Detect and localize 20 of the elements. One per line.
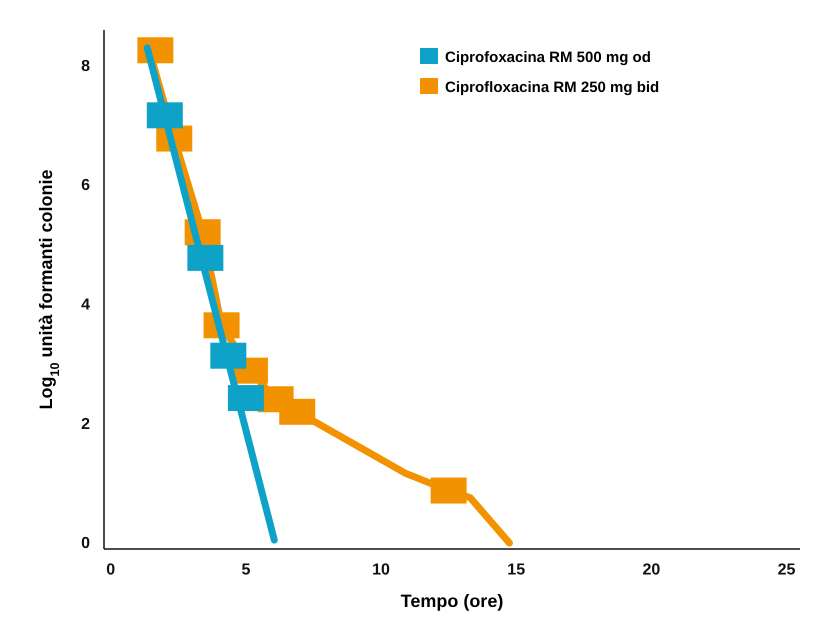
y-tick-label: 6: [81, 177, 90, 194]
point: [430, 478, 467, 504]
point: [228, 385, 264, 412]
x-tick-label: 20: [642, 561, 660, 578]
y-tick-label: 2: [81, 416, 90, 433]
x-tick-label: 15: [507, 561, 526, 578]
point: [187, 244, 224, 271]
legend-label: Ciprofoxacina RM 500 mg od: [445, 49, 651, 66]
point: [146, 102, 183, 128]
point: [279, 398, 316, 425]
x-tick-label: 25: [778, 561, 796, 578]
y-tick-label: 0: [81, 535, 90, 552]
point: [210, 342, 246, 369]
legend-label: Ciprofloxacina RM 250 mg bid: [445, 79, 660, 96]
x-tick-label: 10: [372, 561, 390, 578]
x-tick-label: 5: [241, 561, 250, 578]
y-tick-label: 8: [81, 58, 90, 75]
x-axis-title: Tempo (ore): [400, 591, 504, 611]
y-tick-label: 4: [81, 296, 90, 314]
x-tick-label: 0: [106, 561, 116, 578]
